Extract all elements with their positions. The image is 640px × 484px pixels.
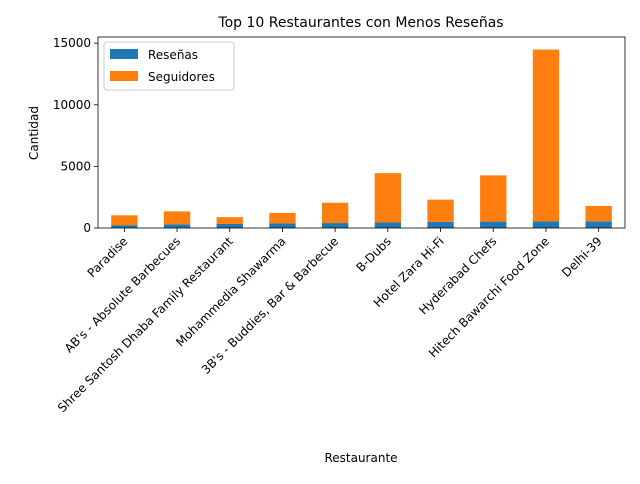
y-tick-label: 10000 — [53, 98, 91, 112]
bar-seguidores-7 — [427, 200, 453, 222]
bar-resenas-7 — [427, 222, 453, 228]
bar-resenas-8 — [480, 222, 506, 228]
legend-swatch — [110, 49, 138, 59]
y-tick-label: 15000 — [53, 36, 91, 50]
legend-label: Reseñas — [148, 48, 198, 62]
bar-resenas-4 — [269, 223, 295, 228]
y-tick-label: 5000 — [60, 159, 91, 173]
bar-resenas-3 — [217, 224, 243, 228]
bar-resenas-2 — [164, 224, 190, 228]
bar-resenas-6 — [375, 222, 401, 228]
x-tick-label: B-Dubs — [353, 234, 394, 275]
bar-resenas-9 — [533, 221, 559, 228]
legend-label: Seguidores — [148, 70, 215, 84]
bar-seguidores-6 — [375, 173, 401, 222]
bar-seguidores-1 — [111, 215, 137, 225]
bar-seguidores-3 — [217, 217, 243, 224]
bar-seguidores-2 — [164, 211, 190, 224]
bar-seguidores-4 — [269, 213, 295, 223]
y-axis-label: Cantidad — [27, 106, 41, 160]
chart-title: Top 10 Restaurantes con Menos Reseñas — [217, 15, 503, 31]
bar-seguidores-10 — [585, 206, 611, 221]
bar-resenas-5 — [322, 223, 348, 228]
x-axis-label: Restaurante — [324, 451, 397, 465]
legend: Reseñas Seguidores — [104, 42, 234, 90]
bar-resenas-1 — [111, 225, 137, 228]
x-tick-label: Delhi-39 — [559, 234, 605, 280]
legend-swatch — [110, 71, 138, 81]
bar-seguidores-5 — [322, 203, 348, 223]
y-tick-label: 0 — [83, 221, 91, 235]
x-tick-label: Paradise — [85, 234, 131, 280]
bar-seguidores-9 — [533, 50, 559, 222]
x-tick-label: Mohammedia Shawarma — [173, 234, 288, 349]
bar-resenas-10 — [585, 221, 611, 228]
bar-seguidores-8 — [480, 175, 506, 221]
